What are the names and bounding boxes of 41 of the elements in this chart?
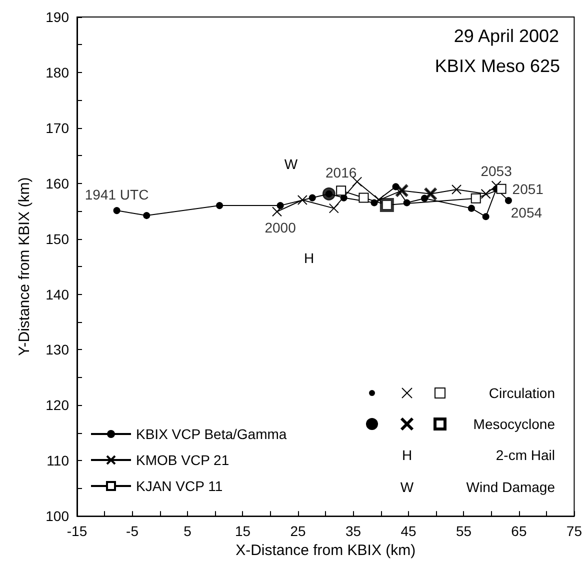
y-tick-label: 150: [46, 230, 70, 247]
x-axis-title: X-Distance from KBIX (km): [236, 542, 416, 559]
y-axis-title: Y-Distance from KBIX (km): [16, 177, 33, 356]
x-tick-label: 65: [511, 523, 527, 540]
y-tick-label: 180: [46, 64, 70, 80]
annotation: Wind Damage: [466, 479, 555, 495]
annotation: 2000: [264, 220, 296, 236]
annotation: 2-cm Hail: [496, 447, 555, 463]
annotation: 2051: [512, 180, 544, 197]
x-tick-label: 55: [456, 523, 472, 540]
y-tick-label: 130: [46, 342, 70, 358]
annotation: Mesocyclone: [473, 416, 555, 432]
annotation: 2016: [326, 164, 357, 181]
legend-label: KJAN VCP 11: [136, 478, 223, 494]
x-tick-label: 35: [345, 523, 362, 540]
text: KBIX Meso 625: [434, 56, 560, 76]
x-tick-label: 75: [566, 523, 582, 540]
annotation: Circulation: [488, 385, 555, 401]
y-tick-label: 170: [46, 120, 70, 136]
annotation: W: [283, 156, 299, 172]
annotation: H: [302, 250, 316, 266]
x-tick-label: -5: [126, 523, 139, 540]
x-tick-label: 5: [184, 523, 192, 540]
y-tick-label: 190: [46, 9, 70, 25]
y-tick-label: 100: [46, 508, 70, 524]
annotation: 2054: [510, 204, 542, 221]
x-tick-label: -15: [66, 523, 88, 540]
y-tick-label: 110: [46, 452, 70, 469]
y-tick-label: 120: [46, 397, 70, 414]
legend-label: KBIX VCP Beta/Gamma: [136, 426, 287, 442]
x-tick-label: 25: [290, 523, 306, 540]
annotation: 2053: [480, 162, 512, 179]
text: 29 April 2002: [454, 26, 560, 46]
x-tick-label: 45: [400, 523, 416, 540]
annotation: W: [399, 479, 415, 495]
annotation: H: [400, 447, 414, 463]
x-tick-label: 15: [234, 523, 251, 540]
y-tick-label: 160: [46, 175, 70, 192]
y-tick-label: 140: [46, 286, 70, 302]
legend-label: KMOB VCP 21: [136, 452, 230, 468]
annotation: 1941 UTC: [84, 186, 149, 203]
